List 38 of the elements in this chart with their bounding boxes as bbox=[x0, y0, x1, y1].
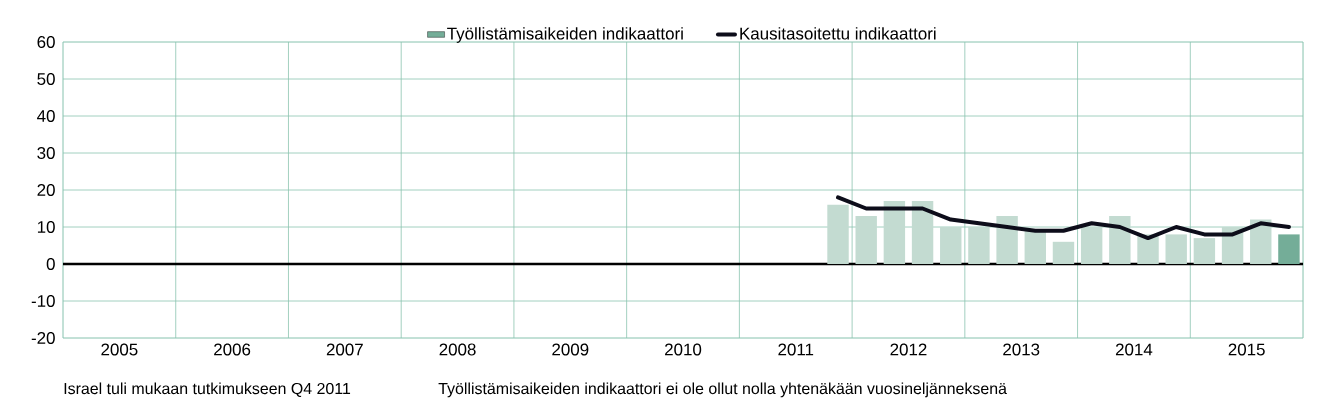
bar bbox=[940, 227, 962, 264]
x-tick-label: 2007 bbox=[326, 343, 363, 356]
legend-label: Työllistämisaikeiden indikaattori bbox=[447, 27, 683, 43]
bar bbox=[855, 215, 877, 264]
y-tick-label: 20 bbox=[37, 184, 55, 196]
x-tick-label: 2012 bbox=[890, 343, 927, 356]
bar bbox=[968, 227, 990, 264]
bar bbox=[1109, 215, 1131, 264]
x-tick-label: 2008 bbox=[439, 343, 476, 356]
y-tick-label: 40 bbox=[37, 110, 55, 122]
bar bbox=[1024, 230, 1047, 264]
x-tick-label: 2010 bbox=[665, 343, 702, 356]
y-tick-label: 50 bbox=[37, 73, 55, 85]
x-tick-label: 2013 bbox=[1003, 343, 1040, 356]
x-tick-label: 2005 bbox=[101, 343, 138, 356]
x-tick-label: 2006 bbox=[214, 343, 251, 356]
x-tick-label: 2015 bbox=[1228, 343, 1265, 356]
bar bbox=[827, 204, 849, 264]
y-tick-label: 10 bbox=[37, 221, 55, 233]
bar bbox=[1165, 234, 1187, 264]
y-tick-label: -20 bbox=[31, 332, 55, 344]
y-tick-label: 0 bbox=[46, 258, 55, 270]
bar bbox=[1193, 238, 1216, 264]
bar bbox=[911, 201, 934, 264]
x-tick-label: 2014 bbox=[1115, 343, 1153, 356]
bar bbox=[1080, 227, 1103, 264]
y-tick-label: -10 bbox=[31, 295, 55, 307]
x-tick-label: 2011 bbox=[778, 343, 814, 356]
bar bbox=[996, 215, 1018, 264]
legend-label: Kausitasoitettu indikaattori bbox=[740, 27, 936, 40]
y-tick-label: 30 bbox=[37, 147, 55, 159]
text: Työllistämisaikeiden indikaattori ei ole ollut nolla yhtenäkään vuosineljänneksenä bbox=[438, 382, 1007, 398]
bar bbox=[1052, 241, 1075, 264]
x-tick-label: 2009 bbox=[552, 343, 589, 356]
text: Israel tuli mukaan tutkimukseen Q4 2011 bbox=[64, 382, 351, 398]
y-tick-label: 60 bbox=[37, 36, 55, 48]
bar bbox=[1278, 234, 1300, 264]
bar bbox=[883, 201, 906, 264]
